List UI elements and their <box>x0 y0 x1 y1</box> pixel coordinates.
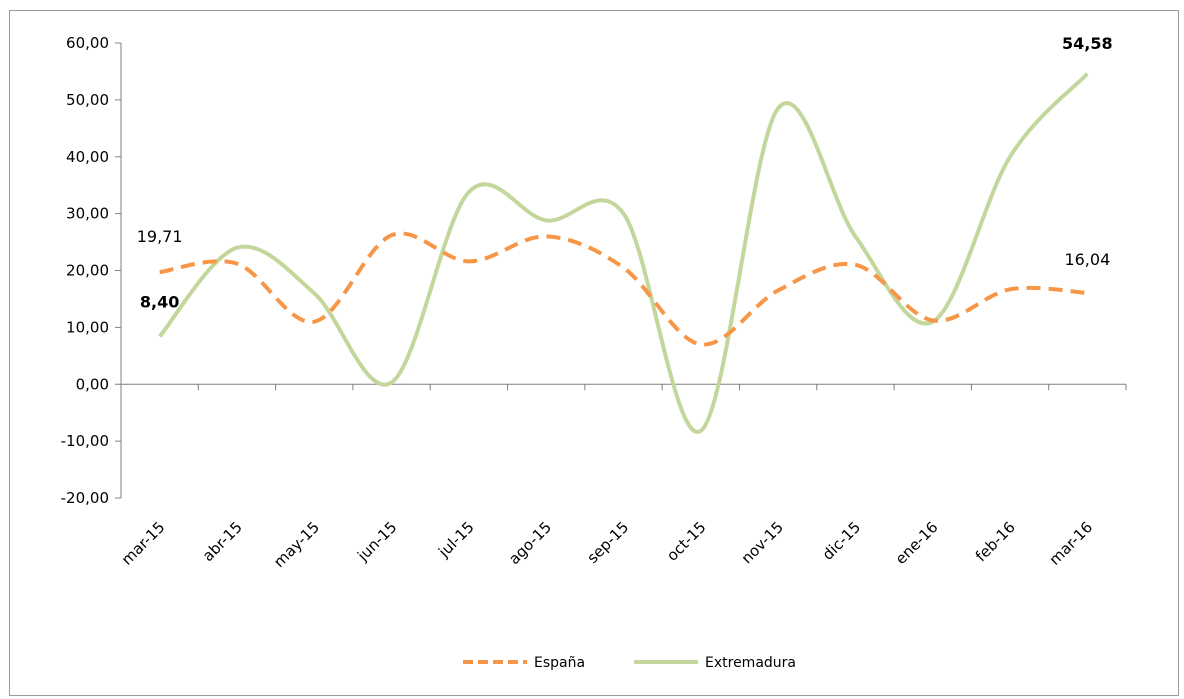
data-label: 8,40 <box>140 292 179 311</box>
y-tick-label: 50,00 <box>66 91 109 109</box>
x-tick-label: ene-16 <box>892 518 942 568</box>
y-axis: 60,00 50,00 40,00 30,00 20,00 10,00 0,00 -10,00… <box>61 34 122 507</box>
x-tick-label: mar-16 <box>1046 518 1097 569</box>
x-tick-label: may-15 <box>270 518 323 571</box>
x-tick-label: ago-15 <box>505 518 555 568</box>
y-tick-label: 0,00 <box>76 375 109 393</box>
series-line-espana <box>159 231 1088 347</box>
x-tick-label: jul-15 <box>434 518 477 561</box>
data-labels: 19,71 8,40 16,04 54,58 <box>137 34 1113 312</box>
data-label: 54,58 <box>1062 34 1113 53</box>
legend: España Extremadura <box>463 655 796 671</box>
y-tick-label: 40,00 <box>66 148 109 166</box>
data-label: 16,04 <box>1064 250 1110 269</box>
legend-label: Extremadura <box>705 655 796 671</box>
series-line-extremadura <box>158 72 1089 434</box>
x-tick-label: abr-15 <box>199 518 246 565</box>
chart-area <box>9 10 1179 696</box>
data-point <box>699 342 703 346</box>
x-tick-label: oct-15 <box>663 518 710 565</box>
x-tick-label: mar-15 <box>118 518 169 569</box>
y-tick-label: -10,00 <box>61 432 109 450</box>
y-tick-label: 20,00 <box>66 262 109 280</box>
legend-label: España <box>534 655 585 671</box>
data-point <box>622 266 626 270</box>
data-point <box>1085 291 1089 295</box>
x-tick-label: nov-15 <box>738 518 787 567</box>
x-axis: mar-15 abr-15 may-15 jun-15 jul-15 ago-15 sep-… <box>118 383 1127 571</box>
y-tick-label: 30,00 <box>66 205 109 223</box>
y-tick-label: 60,00 <box>66 34 109 52</box>
x-tick-label: feb-16 <box>972 518 1019 565</box>
data-label: 19,71 <box>137 227 183 246</box>
x-tick-label: sep-15 <box>583 518 632 567</box>
x-tick-label: jun-15 <box>353 518 400 565</box>
x-tick-label: dic-15 <box>819 518 865 564</box>
series-lines <box>158 72 1089 434</box>
y-tick-label: -20,00 <box>61 489 109 507</box>
y-tick-label: 10,00 <box>66 318 109 336</box>
